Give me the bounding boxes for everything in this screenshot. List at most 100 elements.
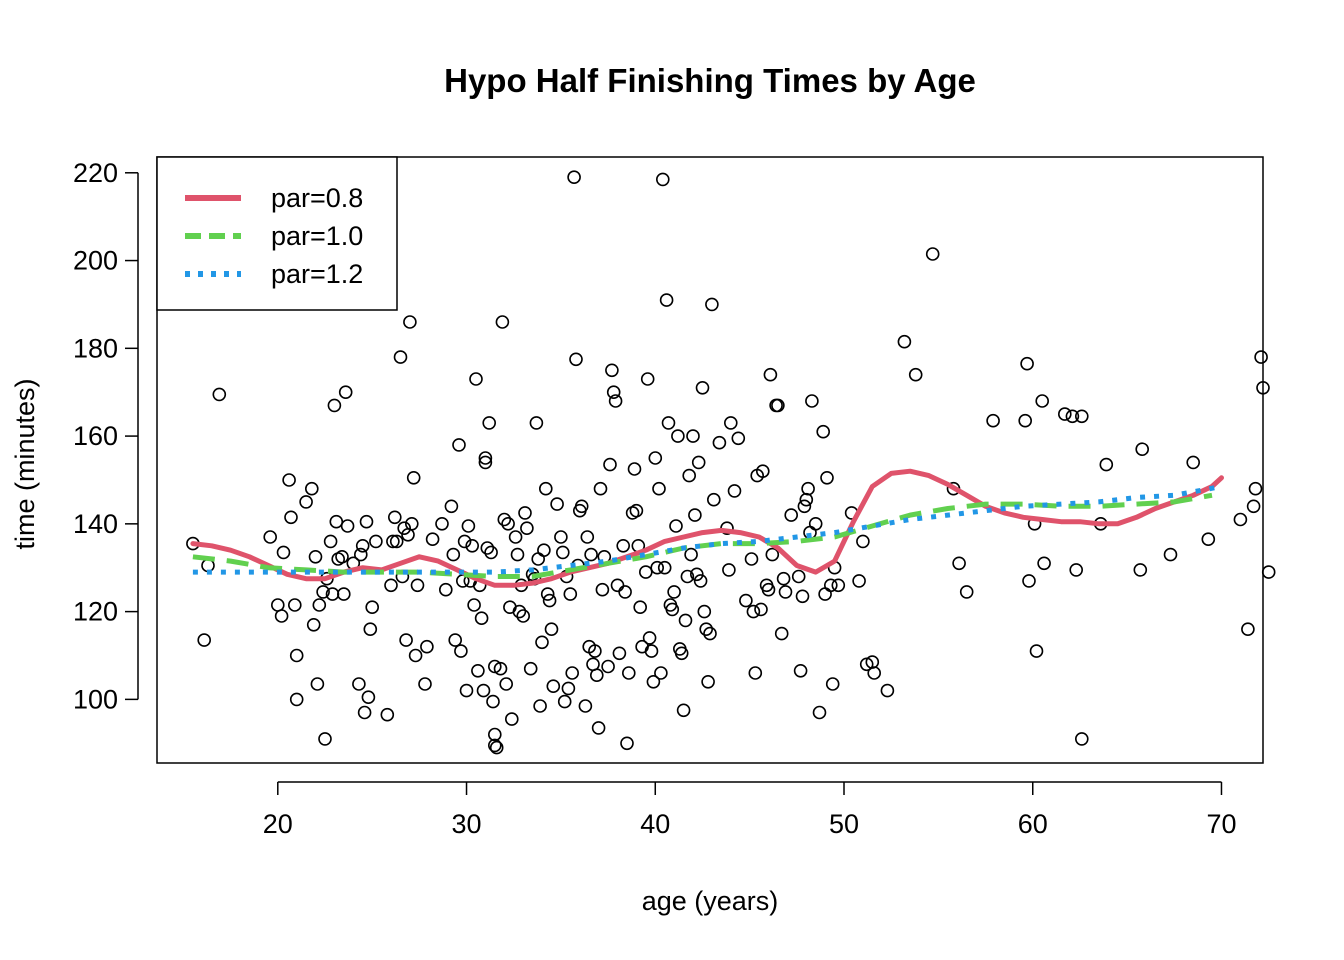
data-point [778,585,793,599]
data-point [591,721,606,735]
x-tick-label: 60 [1018,809,1048,839]
data-point [1099,457,1114,472]
data-point [538,481,553,496]
x-tick-label: 40 [640,809,670,839]
y-tick-label: 140 [73,509,118,539]
data-point [516,609,531,623]
data-point [544,622,559,637]
data-point [304,481,319,496]
data-point [380,707,395,722]
data-point [627,462,642,476]
chart-title: Hypo Half Finishing Times by Age [444,62,976,99]
data-point [669,519,683,533]
data-point [618,585,632,599]
data-point [595,582,610,597]
data-point [584,547,598,562]
data-point [771,398,785,413]
data-point [461,519,476,533]
data-point [318,732,332,746]
data-point [986,413,1000,428]
data-point [487,659,502,674]
data-point [387,510,402,525]
data-point [284,510,298,525]
data-point [691,455,706,470]
data-point [603,457,617,472]
data-point [550,497,564,511]
data-point [712,435,727,450]
data-point [644,644,659,658]
data-point [397,521,412,536]
data-point [1186,455,1200,470]
data-point [418,677,432,691]
data-point [667,585,681,599]
data-point [612,646,627,661]
data-point [646,674,661,689]
data-point [816,424,831,439]
data-point [791,569,806,584]
data-point [654,666,668,680]
data-point [327,398,342,413]
data-point [897,334,912,349]
data-point [478,455,493,470]
data-point [555,545,570,560]
data-point [880,683,895,698]
data-point [1037,556,1051,571]
data-point [312,598,327,612]
data-point [731,431,746,446]
data-point [520,521,534,536]
data-point [606,385,621,400]
series-line-2 [192,484,1222,575]
smoothing-lines [190,468,1224,588]
data-point [444,499,459,514]
data-point [454,644,468,658]
data-point [489,740,504,755]
data-point [763,367,778,382]
data-point [457,534,472,549]
data-point [695,380,710,395]
data-point [404,516,419,531]
data-point [765,547,780,562]
data-point [535,635,549,650]
data-point [580,530,595,544]
data-point [1075,409,1089,424]
data-point [499,677,514,691]
data-point [369,534,383,549]
data-point [482,416,497,430]
data-point [674,646,689,661]
data-point [727,484,742,498]
data-point [569,352,583,367]
data-point [578,699,593,713]
data-point [448,633,463,647]
data-point [504,712,519,726]
data-point [1163,547,1178,562]
data-point [776,571,791,586]
data-point [659,293,674,307]
data-point [497,512,512,527]
data-point [680,569,695,584]
data-point [621,666,636,680]
data-point [554,530,568,544]
y-tick-label: 180 [73,333,118,363]
y-axis-label: time (minutes) [10,378,40,549]
data-point [601,659,615,674]
data-point [537,543,551,558]
data-point [952,556,966,571]
data-point [353,547,368,562]
legend-label-par12: par=1.2 [271,259,363,289]
data-point [701,674,715,689]
data-point [306,617,321,632]
data-point [1201,532,1216,547]
data-point [867,666,882,680]
data-point [640,372,655,386]
data-point [608,394,623,408]
data-point [212,387,227,402]
data-point [340,519,355,533]
data-point [676,703,691,718]
data-point [508,530,523,544]
data-point [1241,622,1255,637]
data-point [722,563,736,577]
data-point [276,545,291,560]
series-line-0 [190,468,1224,588]
data-point [1065,409,1080,424]
data-point [748,666,763,680]
